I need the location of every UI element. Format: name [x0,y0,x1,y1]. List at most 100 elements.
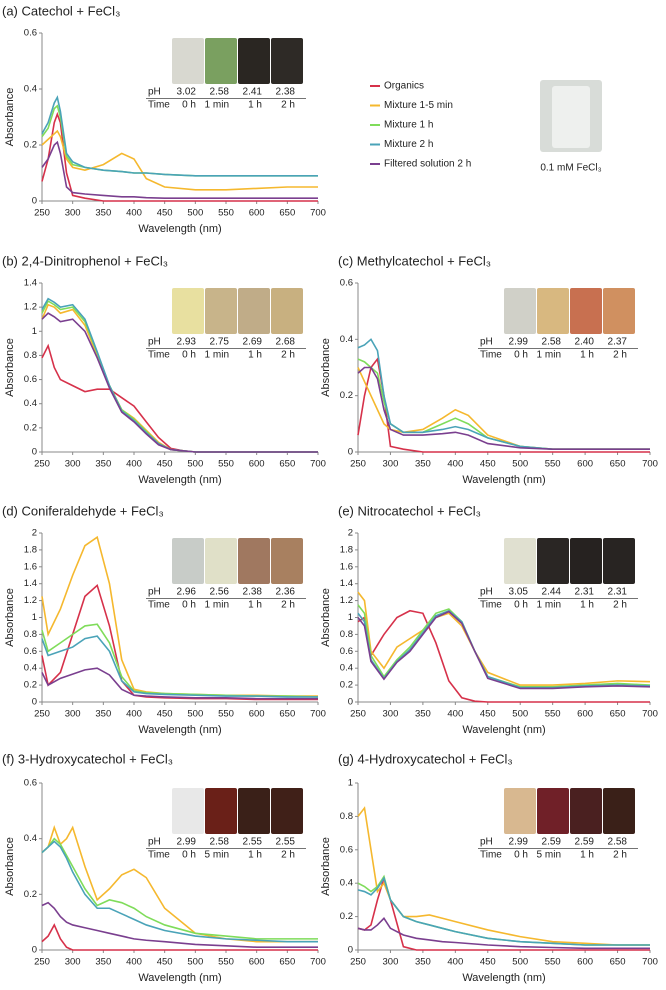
y-tick-label: 0.2 [24,140,37,151]
legend-entry: Filtered solution 2 h [384,159,471,170]
y-tick-label: 0.8 [340,811,353,822]
vial-photo [537,288,569,334]
table-cell: 2 h [281,850,295,861]
x-tick-label: 600 [577,709,593,720]
vial-photo [172,788,204,834]
panel-title: (g) 4-Hydroxycatechol + FeCl₃ [338,751,513,766]
x-tick-label: 450 [157,208,173,219]
line [41,129,318,191]
panel-title: (f) 3-Hydroxycatechol + FeCl₃ [2,751,173,766]
y-tick-label: 0 [348,697,353,708]
vial-photo [238,288,270,334]
line [41,901,318,949]
vial-photo [238,538,270,584]
x-tick-label: 350 [415,709,431,720]
panel: (g) 4-Hydroxycatechol + FeCl₃ 0 0.2 0.4 0.6 0… [320,751,658,983]
line [357,609,650,703]
x-tick-label: 250 [34,208,50,219]
y-tick-label: 1.4 [340,578,353,589]
y-tick-label: 0.6 [24,28,37,39]
x-tick-label: 450 [157,459,173,470]
x-tick-label: 250 [350,957,366,968]
table-row-header: pH [148,337,161,348]
x-tick-label: 650 [610,957,626,968]
x-tick-label: 650 [610,459,626,470]
vial-photo [603,788,635,834]
vial-photo [238,38,270,84]
vial-photo [205,788,237,834]
table-cell: 2.38 [243,587,263,598]
legend-entry: Mixture 1-5 min [384,100,453,111]
table-cell: 2.58 [608,837,628,848]
x-tick-label: 400 [447,459,463,470]
x-tick-label: 500 [187,957,203,968]
x-tick-label: 650 [610,709,626,720]
x-tick-label: 650 [279,957,295,968]
y-tick-label: 0.2 [24,422,37,433]
table-cell: 1 h [248,850,262,861]
vial-photo [570,288,602,334]
x-tick-label: 250 [34,459,50,470]
x-tick-label: 400 [126,957,142,968]
table-cell: 2.41 [243,87,263,98]
x-tick-label: 450 [480,459,496,470]
table-cell: 1 h [248,100,262,111]
x-tick-label: 500 [512,709,528,720]
line [357,916,650,950]
table-cell: 2 h [281,100,295,111]
x-tick-label: 450 [480,957,496,968]
y-tick-label: 0 [32,196,37,207]
line [357,609,651,689]
x-tick-label: 700 [642,459,658,470]
table-cell: 2.44 [542,587,562,598]
table-cell: 2.58 [542,337,562,348]
table-cell: 2.31 [608,587,628,598]
x-tick-label: 350 [415,459,431,470]
vial-photo [603,538,635,584]
y-tick-label: 1 [348,778,353,789]
y-tick-label: 2 [32,528,37,539]
table-cell: 0 h [514,850,528,861]
x-tick-label: 300 [383,459,399,470]
table-cell: 1 min [205,600,229,611]
table-row-header: Time [148,850,170,861]
x-tick-label: 300 [65,459,81,470]
table-cell: 1 min [205,350,229,361]
table-cell: 2.75 [210,337,230,348]
x-tick-label: 250 [34,957,50,968]
x-axis-label: Wavelength (nm) [138,474,221,486]
panel-title: (a) Catechol + FeCl₃ [2,3,120,18]
x-tick-label: 700 [310,709,326,720]
line [357,591,651,686]
vial-photo [238,788,270,834]
vial-photo [537,788,569,834]
vial-photo [504,788,536,834]
line [41,635,318,698]
panel: (e) Nitrocatechol + FeCl₃ 0 0.2 0.4 0.6 0.8 1 1… [320,503,658,735]
x-axis-label: Wavelenght (nm) [462,724,545,736]
x-tick-label: 400 [447,709,463,720]
y-axis-label: Absorbance [4,837,16,896]
y-tick-label: 0.4 [340,334,353,345]
table-cell: 2.38 [276,87,296,98]
panel-title: (b) 2,4-Dinitrophenol + FeCl₃ [2,253,168,268]
y-tick-label: 0.4 [24,663,37,674]
vial-photo [271,288,303,334]
x-tick-label: 550 [218,459,234,470]
x-tick-label: 700 [642,709,658,720]
table-row-header: Time [148,100,170,111]
line [41,140,318,199]
table-cell: 2.59 [542,837,562,848]
x-tick-label: 600 [249,208,265,219]
line [357,876,650,946]
table-cell: 2.55 [276,837,296,848]
y-tick-label: 1.2 [24,302,37,313]
vial-photo [271,38,303,84]
y-axis-label: Absorbance [320,338,332,397]
vial-photo [271,788,303,834]
x-tick-label: 700 [310,208,326,219]
x-tick-label: 500 [187,709,203,720]
y-tick-label: 0.2 [340,680,353,691]
x-tick-label: 550 [545,459,561,470]
table-cell: 0 h [514,350,528,361]
